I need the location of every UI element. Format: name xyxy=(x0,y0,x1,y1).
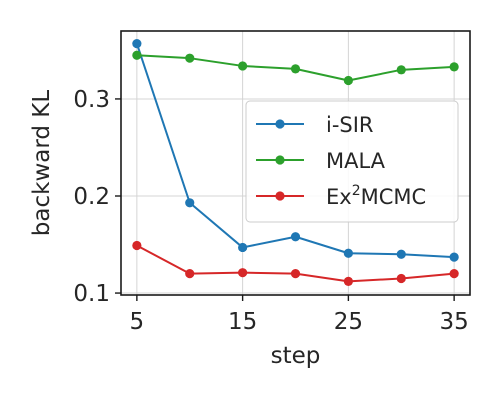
legend-item: i-SIR xyxy=(256,113,374,137)
data-point xyxy=(238,242,248,253)
data-point xyxy=(132,50,142,60)
data-point xyxy=(238,268,248,278)
axis-ticks: 5 15 25 35 0.1 0.2 0.3 xyxy=(73,87,468,335)
y-axis-label: backward KL xyxy=(29,90,55,237)
y-tick-label: 0.3 xyxy=(73,87,110,113)
y-tick-label: 0.2 xyxy=(73,184,110,210)
series-0 xyxy=(132,39,459,262)
data-point xyxy=(132,240,142,251)
x-tick-label: 15 xyxy=(228,309,257,335)
data-point xyxy=(238,61,248,71)
data-point xyxy=(343,276,353,287)
data-point xyxy=(343,248,353,258)
data-point xyxy=(396,249,406,259)
data-point xyxy=(185,269,195,279)
legend-marker xyxy=(275,155,285,165)
legend-item: MALA xyxy=(256,149,386,173)
data-point xyxy=(449,269,459,279)
legend-marker xyxy=(275,119,285,129)
data-point xyxy=(449,252,459,262)
data-point xyxy=(449,62,459,72)
legend-marker xyxy=(275,191,285,201)
legend-label: MALA xyxy=(326,149,386,173)
series-1 xyxy=(132,50,459,86)
x-axis-label: step xyxy=(271,343,321,369)
data-point xyxy=(185,53,195,63)
data-point xyxy=(290,64,301,74)
data-point xyxy=(396,65,406,75)
plot-frame xyxy=(120,30,471,296)
data-point xyxy=(132,39,142,49)
data-point xyxy=(396,273,406,284)
legend-label: Ex2MCMC xyxy=(326,183,426,209)
y-tick-label: 0.1 xyxy=(73,281,110,307)
series-2 xyxy=(132,240,459,287)
legend-label: i-SIR xyxy=(326,113,374,137)
x-tick-label: 35 xyxy=(439,309,468,335)
legend-box xyxy=(245,100,459,223)
x-tick-label: 25 xyxy=(334,309,363,335)
data-point xyxy=(185,198,195,208)
series-layer xyxy=(132,39,459,287)
legend: i-SIR MALA Ex2MCMC xyxy=(245,100,459,223)
data-point xyxy=(290,269,301,279)
data-point xyxy=(290,232,301,242)
data-point xyxy=(343,75,353,86)
x-tick-label: 5 xyxy=(130,309,145,335)
legend-item: Ex2MCMC xyxy=(256,183,426,209)
